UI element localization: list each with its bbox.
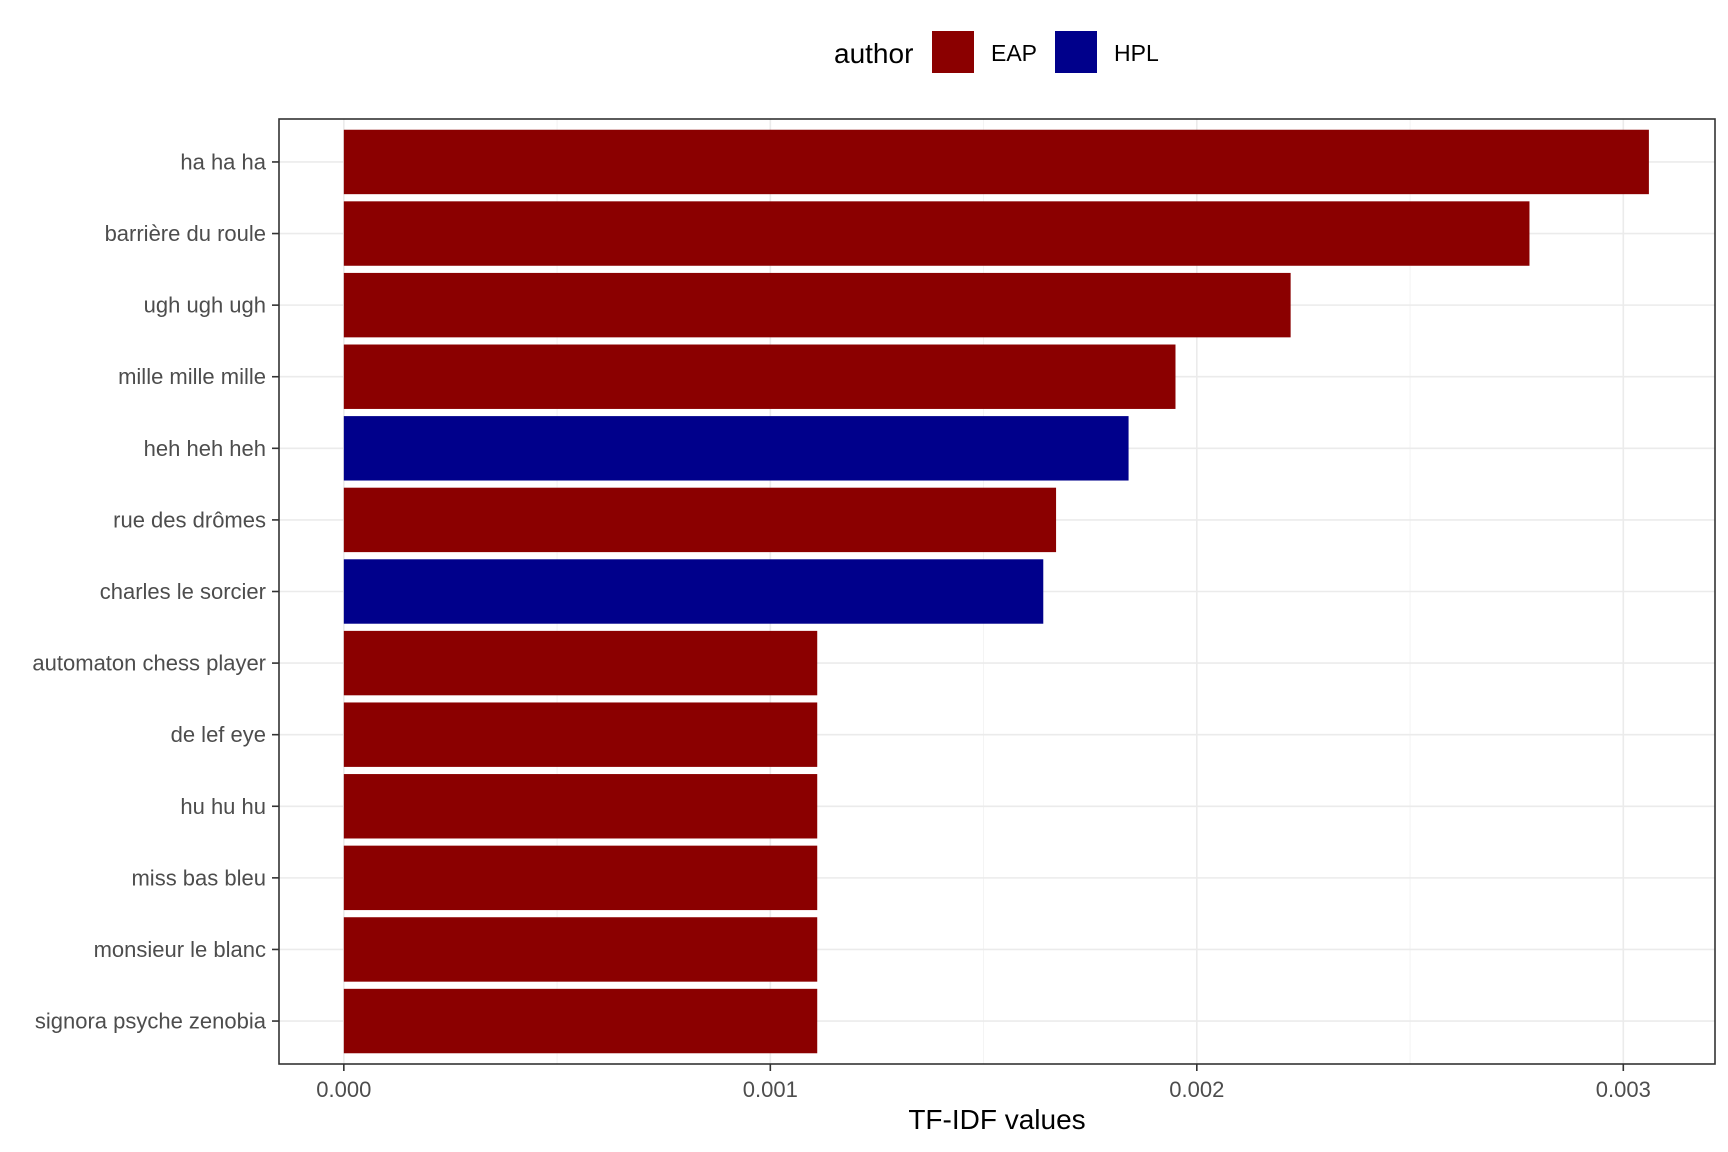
x-axis-title: TF-IDF values	[908, 1104, 1085, 1135]
bar-10	[343, 845, 818, 911]
y-tick-label: rue des drômes	[113, 507, 266, 532]
x-tick-label: 0.000	[316, 1077, 371, 1102]
bar-0	[343, 129, 1649, 195]
y-tick-label: barrière du roule	[105, 221, 266, 246]
y-tick-label: monsieur le blanc	[94, 937, 266, 962]
x-tick-label: 0.002	[1169, 1077, 1224, 1102]
bar-4	[343, 416, 1129, 481]
legend-swatch-hpl	[1055, 31, 1097, 73]
bar-11	[343, 917, 818, 982]
bar-3	[343, 344, 1176, 409]
y-axis: ha ha ha barrière du roule ugh ugh ugh mill…	[32, 149, 279, 1034]
bar-5	[343, 487, 1057, 553]
legend-title: author	[834, 38, 913, 69]
y-tick-label: automaton chess player	[32, 651, 266, 676]
legend-label-eap: EAP	[991, 40, 1037, 66]
y-tick-label: mille mille mille	[118, 364, 266, 389]
legend-swatch-eap	[932, 31, 974, 73]
bar-12	[343, 988, 818, 1054]
legend-label-hpl: HPL	[1114, 40, 1159, 66]
y-tick-label: miss bas bleu	[131, 865, 266, 890]
x-axis: 0.000 0.001 0.002 0.003	[316, 1064, 1651, 1102]
legend: author EAP HPL	[834, 31, 1159, 73]
x-tick-label: 0.003	[1596, 1077, 1651, 1102]
y-tick-label: de lef eye	[171, 722, 266, 747]
y-tick-label: hu hu hu	[180, 794, 266, 819]
bar-6	[343, 559, 1044, 624]
bar-9	[343, 774, 818, 839]
bar-7	[343, 630, 818, 696]
bars	[343, 129, 1649, 1054]
y-tick-label: ugh ugh ugh	[144, 293, 266, 318]
bar-1	[343, 201, 1530, 266]
bar-2	[343, 272, 1291, 338]
y-tick-label: signora psyche zenobia	[35, 1009, 267, 1034]
bar-8	[343, 702, 818, 767]
x-tick-label: 0.001	[743, 1077, 798, 1102]
y-tick-label: charles le sorcier	[100, 579, 266, 604]
y-tick-label: heh heh heh	[144, 436, 266, 461]
y-tick-label: ha ha ha	[180, 149, 266, 174]
